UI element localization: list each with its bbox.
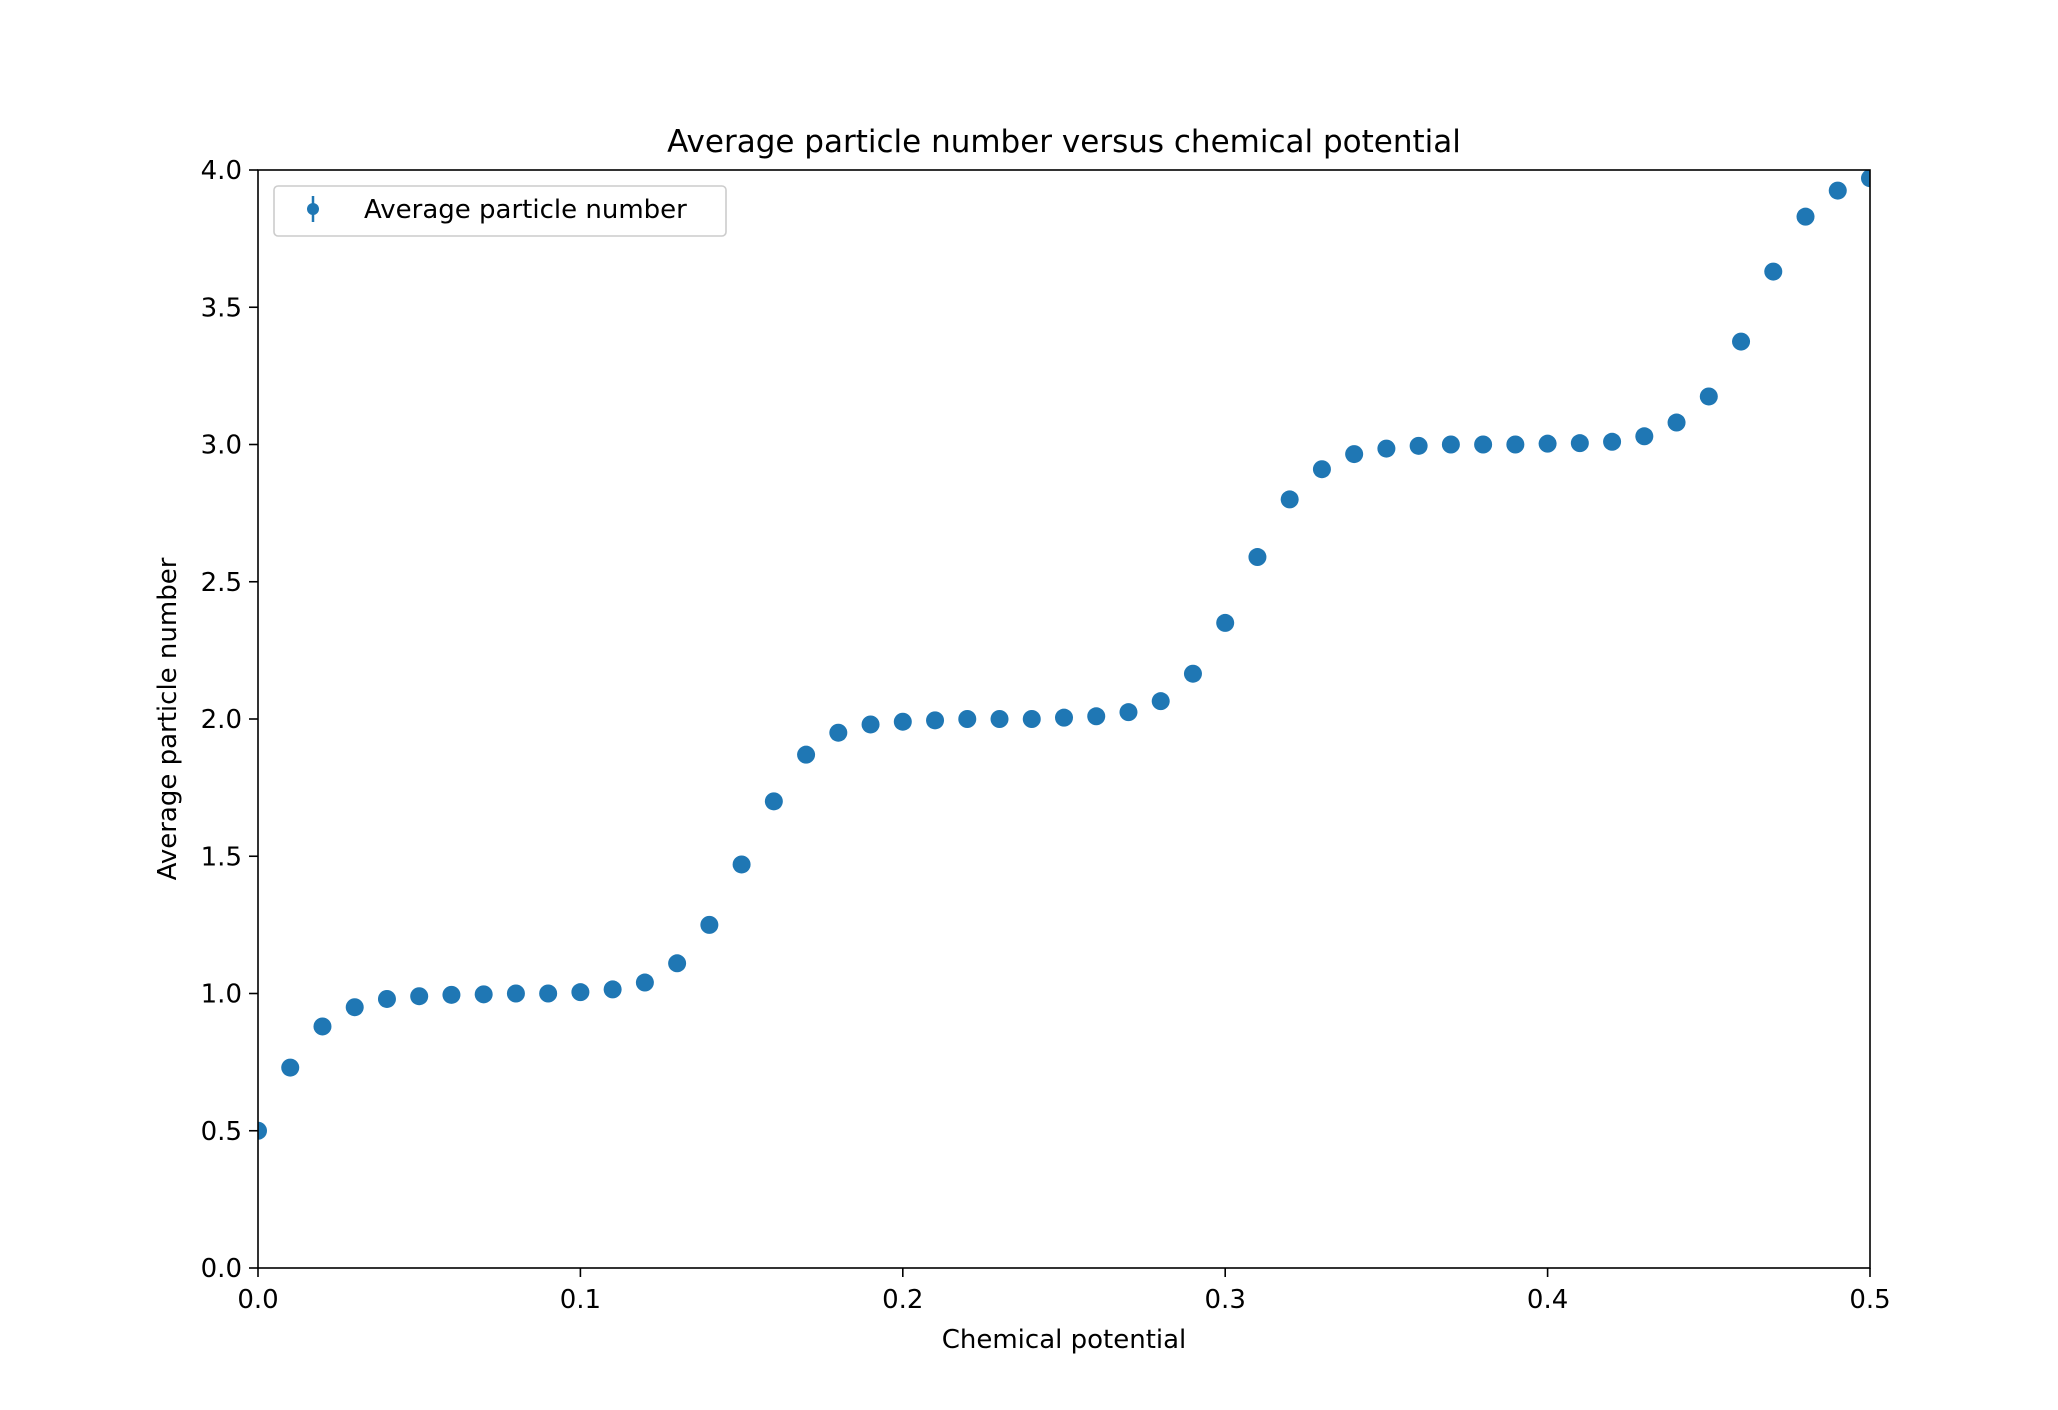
data-point: [1603, 432, 1622, 451]
data-point: [1345, 445, 1364, 464]
data-point: [1474, 435, 1493, 454]
data-points: [258, 170, 1870, 1140]
data-point: [1441, 435, 1460, 454]
data-point: [1119, 703, 1138, 722]
x-tick-label: 0.3: [1205, 1285, 1246, 1315]
y-tick-label: 1.0: [201, 980, 242, 1010]
data-point: [281, 1058, 300, 1077]
y-tick-label: 0.0: [201, 1254, 242, 1284]
data-point: [1570, 434, 1589, 453]
data-point: [893, 712, 912, 731]
y-tick-label: 3.0: [201, 431, 242, 461]
data-point: [410, 987, 429, 1006]
legend-label: Average particle number: [364, 195, 687, 225]
x-tick-label: 0.5: [1849, 1285, 1890, 1315]
data-point: [1377, 439, 1396, 458]
data-point: [1280, 490, 1299, 509]
data-point: [732, 855, 751, 874]
data-point: [1861, 170, 1870, 188]
data-point: [1055, 708, 1073, 727]
data-point: [258, 1121, 267, 1140]
y-axis-ticks: 0.0 0.5 1.0 1.5 2.0 2.5 3.0 3.5 4.0: [201, 156, 258, 1284]
data-point: [539, 984, 558, 1003]
data-point: [506, 984, 525, 1003]
data-point: [442, 985, 461, 1004]
legend-box: [273, 185, 727, 237]
data-point: [1022, 710, 1041, 728]
data-point: [1699, 387, 1718, 406]
y-axis-label: Average particle number: [153, 557, 183, 880]
y-tick-label: 0.5: [201, 1117, 242, 1147]
data-point: [1635, 427, 1654, 446]
data-point: [1216, 613, 1235, 632]
data-point: [861, 715, 880, 734]
data-point: [829, 723, 848, 742]
data-point: [1796, 207, 1815, 226]
x-tick-label: 0.2: [882, 1285, 923, 1315]
data-point: [1087, 707, 1106, 726]
data-point: [377, 989, 396, 1008]
data-point: [990, 710, 1009, 728]
data-point: [1248, 548, 1267, 567]
x-axis-label: Chemical potential: [942, 1325, 1187, 1355]
data-point: [797, 745, 816, 764]
chart-title: Average particle number versus chemical …: [667, 124, 1461, 160]
data-point: [1183, 664, 1202, 683]
data-point: [764, 792, 783, 811]
y-tick-label: 3.5: [201, 293, 242, 323]
x-tick-label: 0.4: [1527, 1285, 1568, 1315]
y-tick-label: 2.0: [201, 705, 242, 735]
data-point: [635, 973, 654, 992]
data-point: [1506, 435, 1525, 454]
x-tick-label: 0.1: [560, 1285, 601, 1315]
data-point: [1538, 434, 1557, 453]
data-point: [926, 711, 945, 730]
x-axis-ticks: 0.0 0.1 0.2 0.3 0.4 0.5: [237, 1268, 1891, 1315]
data-point: [1764, 262, 1783, 281]
y-tick-label: 1.5: [201, 842, 242, 872]
data-point: [1409, 436, 1428, 455]
data-point: [700, 915, 719, 934]
data-point: [1732, 332, 1751, 351]
data-point: [1151, 692, 1170, 711]
x-tick-label: 0.0: [237, 1285, 278, 1315]
data-point: [1312, 460, 1331, 479]
data-point: [1828, 181, 1847, 200]
data-point: [668, 954, 687, 973]
data-point: [313, 1017, 332, 1036]
data-point: [958, 710, 977, 728]
data-point: [345, 998, 364, 1017]
data-point: [571, 983, 590, 1002]
data-point: [603, 980, 622, 999]
data-point: [1667, 413, 1686, 432]
y-tick-label: 2.5: [201, 568, 242, 598]
y-tick-label: 4.0: [201, 156, 242, 186]
data-point: [474, 985, 493, 1004]
legend: Average particle number: [273, 185, 727, 237]
legend-marker-icon: [307, 203, 319, 215]
